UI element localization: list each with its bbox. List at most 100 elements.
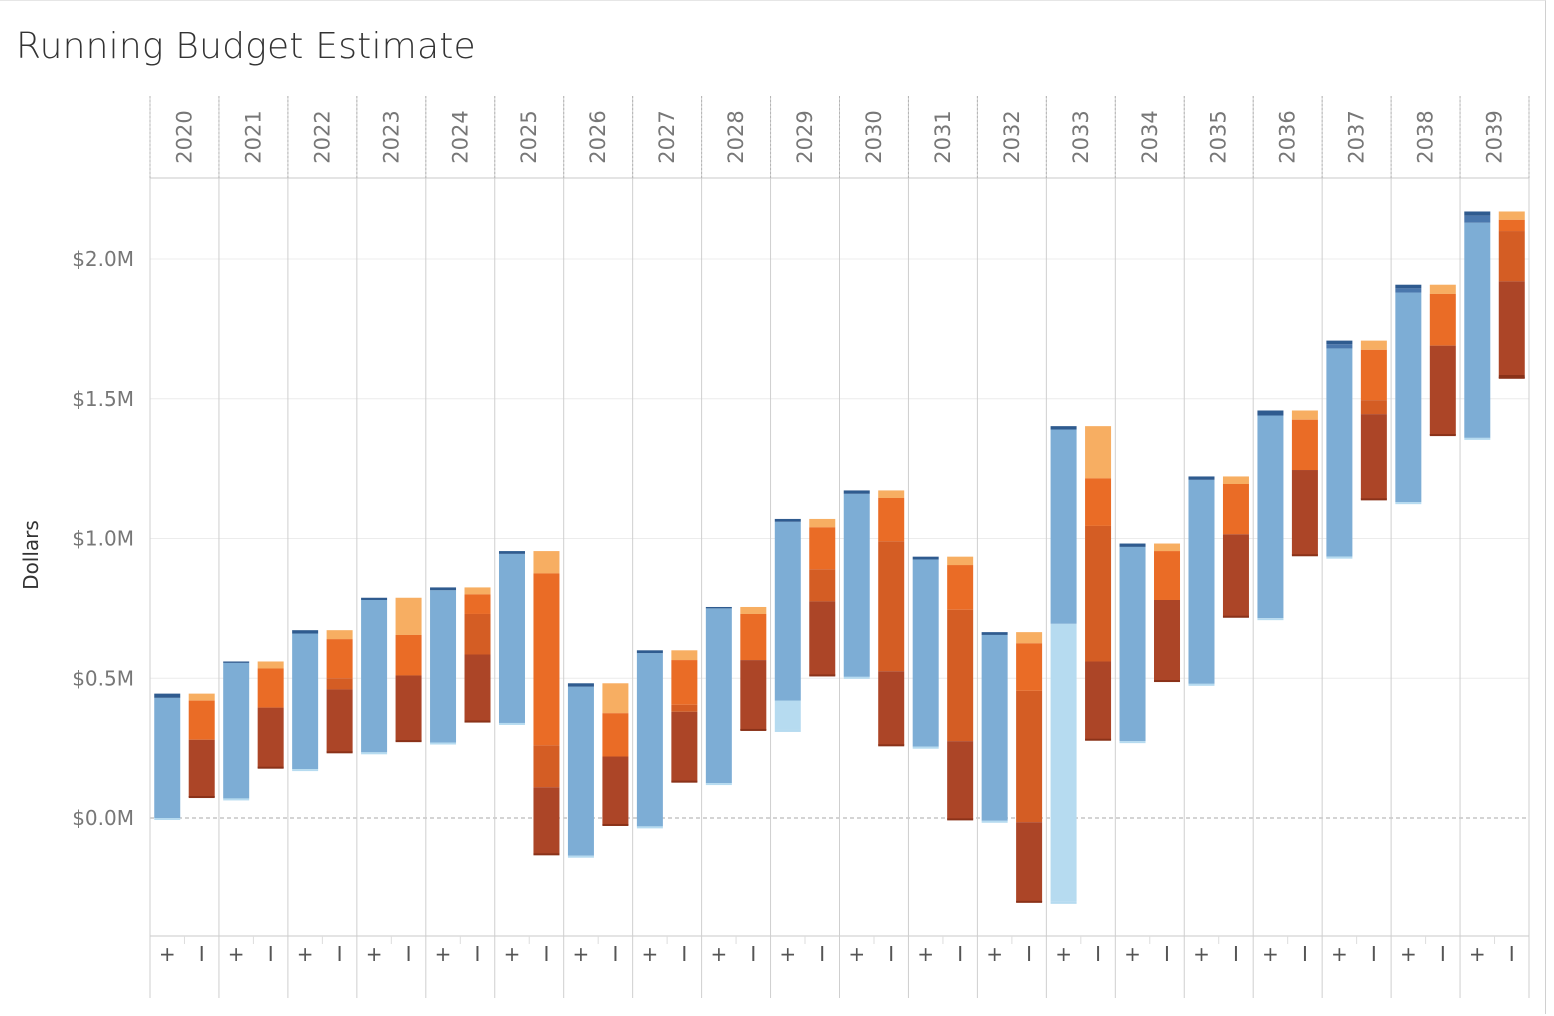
plus-bar-segment [774, 700, 801, 730]
minus-bar-base [188, 796, 215, 799]
minus-bar-segment [326, 689, 353, 753]
minus-bar-segment [602, 756, 629, 825]
minus-sign-label: I [681, 942, 687, 966]
plus-sign-label: + [1469, 942, 1486, 966]
plus-bar-segment [912, 559, 939, 747]
minus-sign-label: I [819, 942, 825, 966]
plus-bar-segment [843, 490, 870, 494]
plus-bar-segment [1119, 543, 1146, 547]
year-label: 2032 [1000, 110, 1024, 163]
plus-bar-base [567, 855, 594, 858]
minus-bar-segment [395, 597, 422, 635]
year-label: 2021 [241, 110, 265, 163]
plus-bar-segment [1050, 623, 1077, 902]
plus-bar-segment [1188, 479, 1215, 684]
minus-sign-label: I [750, 942, 756, 966]
plus-bar-segment [154, 697, 181, 818]
minus-bar-segment [464, 587, 491, 595]
minus-bar-segment [671, 711, 698, 782]
plus-sign-label: + [159, 942, 176, 966]
minus-bar-segment [1016, 690, 1043, 823]
plus-bar-base [498, 722, 525, 725]
minus-bar-base [1154, 680, 1181, 683]
plus-bar-segment [430, 590, 457, 743]
minus-bar-segment [1360, 414, 1387, 500]
plus-bar-segment [1188, 476, 1215, 480]
year-label: 2022 [310, 110, 334, 163]
minus-bar-segment [1498, 231, 1525, 282]
plus-bar-segment [1257, 415, 1284, 619]
minus-bar-base [947, 818, 974, 821]
minus-bar-segment [947, 565, 974, 610]
plus-bar-segment [981, 634, 1008, 821]
plus-bar-base [223, 798, 250, 801]
minus-bar-segment [1085, 478, 1112, 526]
minus-bar-segment [1154, 599, 1181, 682]
plus-bar-base [705, 783, 732, 786]
minus-bar-segment [1154, 543, 1181, 552]
plus-bar-base [843, 676, 870, 679]
minus-bar-segment [1498, 281, 1525, 375]
plus-bar-segment [705, 608, 732, 784]
minus-bar-segment [740, 660, 767, 730]
year-label: 2028 [724, 110, 748, 163]
plus-bar-segment [361, 599, 388, 753]
plus-bar-segment [705, 606, 732, 609]
plus-bar-base [1395, 502, 1422, 505]
minus-sign-label: I [1233, 942, 1239, 966]
minus-bar-base [1085, 738, 1112, 741]
plus-bar-segment [1395, 288, 1422, 293]
minus-bar-base [809, 674, 836, 677]
plus-sign-label: + [1262, 942, 1279, 966]
minus-bar-segment [947, 741, 974, 820]
minus-bar-segment [1498, 211, 1525, 220]
plus-sign-label: + [435, 942, 452, 966]
minus-bar-segment [533, 573, 560, 746]
plus-sign-label: + [1193, 942, 1210, 966]
year-label: 2026 [586, 110, 610, 163]
plus-sign-label: + [1331, 942, 1348, 966]
minus-sign-label: I [199, 942, 205, 966]
minus-bar-segment [878, 490, 905, 498]
minus-bar-segment [671, 660, 698, 705]
plus-bar-base [430, 742, 457, 745]
minus-bar-segment [947, 609, 974, 742]
plus-bar-segment [1464, 211, 1491, 216]
plus-bar-segment [774, 518, 801, 522]
minus-bar-segment [1291, 470, 1318, 556]
minus-bar-segment [1429, 284, 1456, 294]
minus-sign-label: I [268, 942, 274, 966]
minus-bar-segment [188, 700, 215, 740]
minus-bar-segment [809, 601, 836, 676]
minus-bar-segment [1360, 400, 1387, 415]
minus-sign-label: I [1095, 942, 1101, 966]
minus-sign-label: I [475, 942, 481, 966]
plus-bar-segment [1050, 426, 1077, 430]
minus-bar-segment [533, 745, 560, 788]
minus-bar-segment [464, 613, 491, 655]
minus-bar-segment [188, 693, 215, 701]
minus-bar-segment [1498, 219, 1525, 232]
plus-bar-base [981, 820, 1008, 823]
y-tick-label: $0.0M [72, 806, 134, 830]
year-label: 2027 [655, 110, 679, 163]
minus-bar-base [878, 744, 905, 747]
plus-bar-segment [636, 650, 663, 654]
minus-bar-segment [809, 569, 836, 602]
plus-bar-segment [1395, 292, 1422, 503]
minus-bar-segment [395, 634, 422, 676]
minus-bar-segment [326, 678, 353, 690]
minus-bar-segment [1154, 551, 1181, 600]
plus-bar-segment [1464, 215, 1491, 223]
plus-bar-segment [636, 653, 663, 827]
plus-bar-segment [1326, 340, 1353, 345]
minus-bar-base [1498, 376, 1525, 379]
plus-sign-label: + [848, 942, 865, 966]
plus-bar-segment [1395, 284, 1422, 289]
minus-bar-segment [1291, 419, 1318, 471]
minus-sign-label: I [1302, 942, 1308, 966]
minus-bar-segment [1498, 374, 1525, 378]
minus-bar-base [1222, 615, 1249, 618]
minus-sign-label: I [888, 942, 894, 966]
minus-bar-segment [1291, 410, 1318, 420]
